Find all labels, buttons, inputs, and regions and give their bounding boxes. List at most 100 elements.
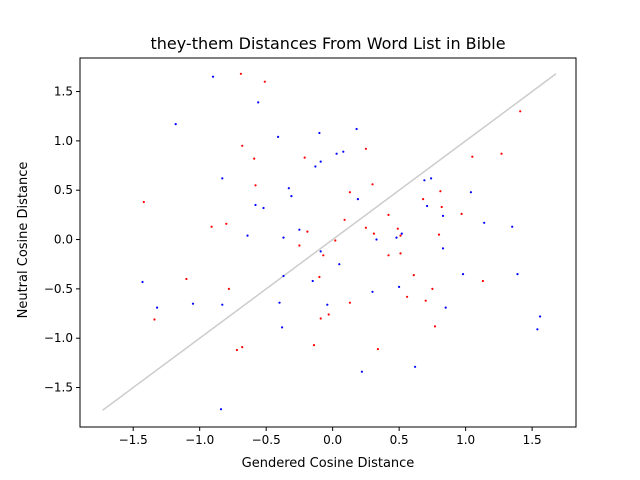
scatter-point — [221, 303, 224, 306]
scatter-point — [423, 179, 426, 182]
scatter-point — [191, 302, 195, 305]
x-axis-label: Gendered Cosine Distance — [242, 456, 415, 471]
scatter-point — [387, 254, 390, 257]
scatter-point — [335, 152, 338, 155]
scatter-point — [318, 275, 321, 279]
scatter-point — [414, 365, 417, 368]
scatter-point — [257, 101, 260, 104]
x-tick-label: 1.5 — [523, 433, 542, 447]
scatter-point — [303, 156, 306, 159]
y-tick-label: 0.5 — [54, 183, 73, 197]
scatter-point — [142, 200, 145, 204]
scatter-point — [469, 191, 472, 194]
scatter-point — [211, 75, 215, 78]
scatter-point — [342, 150, 345, 153]
scatter-point — [471, 155, 474, 158]
y-tick-label: 1.0 — [54, 134, 73, 148]
scatter-point — [396, 227, 399, 230]
scatter-point — [430, 177, 433, 180]
plot-frame — [79, 57, 577, 428]
scatter-point — [424, 299, 427, 302]
scatter-point — [314, 165, 317, 168]
scatter-point — [439, 190, 442, 193]
scatter-point — [241, 144, 244, 147]
scatter-point — [327, 313, 330, 316]
scatter-point — [483, 221, 486, 224]
scatter-point — [371, 183, 374, 186]
scatter-point — [441, 214, 445, 217]
scatter-point — [254, 203, 257, 207]
scatter-point — [153, 318, 156, 321]
x-tick-label: 0.5 — [390, 433, 409, 447]
scatter-point — [235, 348, 238, 352]
scatter-point — [227, 287, 230, 290]
scatter-point — [431, 287, 434, 290]
scatter-point — [387, 213, 390, 216]
scatter-point — [364, 147, 367, 150]
scatter-point — [440, 205, 443, 209]
scatter-point — [282, 236, 285, 239]
scatter-point — [461, 273, 465, 276]
scatter-point — [422, 198, 425, 201]
scatter-point — [326, 303, 329, 306]
scatter-point — [281, 326, 284, 329]
scatter-point — [406, 295, 409, 298]
scatter-point — [376, 348, 379, 351]
scatter-point — [433, 325, 437, 328]
scatter-point — [343, 218, 346, 221]
scatter-point — [141, 280, 144, 284]
y-tick-label: 0.0 — [54, 233, 73, 247]
scatter-point — [338, 263, 341, 266]
scatter-point — [319, 250, 322, 253]
scatter-point — [399, 252, 402, 255]
scatter-point — [298, 228, 301, 231]
scatter-point — [156, 306, 159, 309]
x-tick-label: −1.5 — [119, 433, 148, 447]
scatter-point — [253, 157, 256, 160]
scatter-point — [437, 233, 441, 236]
scatter-point — [210, 225, 213, 228]
scatter-point — [516, 273, 519, 276]
scatter-point — [539, 315, 542, 318]
scatter-point — [311, 279, 314, 283]
scatter-point — [348, 191, 351, 194]
scatter-point — [322, 254, 325, 257]
scatter-point — [298, 244, 301, 247]
scatter-point — [412, 274, 415, 277]
y-tick-label: −0.5 — [44, 282, 73, 296]
reference-line — [102, 73, 557, 411]
scatter-point — [263, 80, 266, 83]
scatter-point — [395, 236, 398, 239]
scatter-point — [364, 226, 367, 229]
scatter-point — [441, 247, 445, 250]
scatter-point — [348, 301, 351, 304]
scatter-point — [174, 123, 177, 126]
scatter-point — [536, 328, 539, 331]
scatter-point — [426, 204, 429, 208]
scatter-point — [511, 225, 514, 228]
scatter-point — [246, 234, 249, 237]
y-tick-label: −1.0 — [44, 331, 73, 345]
scatter-point — [221, 177, 224, 180]
scatter-point — [278, 301, 281, 304]
scatter-point — [398, 285, 401, 288]
scatter-point — [500, 152, 503, 155]
chart-title: they-them Distances From Word List in Bi… — [150, 34, 505, 53]
scatter-point — [519, 110, 522, 113]
scatter-point — [219, 408, 223, 411]
scatter-point — [318, 131, 321, 135]
x-tick-label: 0.0 — [323, 433, 342, 447]
x-tick-label: 1.0 — [456, 433, 475, 447]
scatter-point — [290, 195, 293, 198]
scatter-point — [241, 346, 244, 349]
scatter-point — [287, 187, 290, 190]
scatter-point — [277, 135, 280, 138]
scatter-point — [399, 234, 402, 237]
scatter-point — [185, 277, 188, 281]
scatter-point — [372, 232, 375, 235]
scatter-point — [481, 279, 484, 283]
x-tick-label: −1.0 — [185, 433, 214, 447]
scatter-point — [356, 198, 359, 201]
